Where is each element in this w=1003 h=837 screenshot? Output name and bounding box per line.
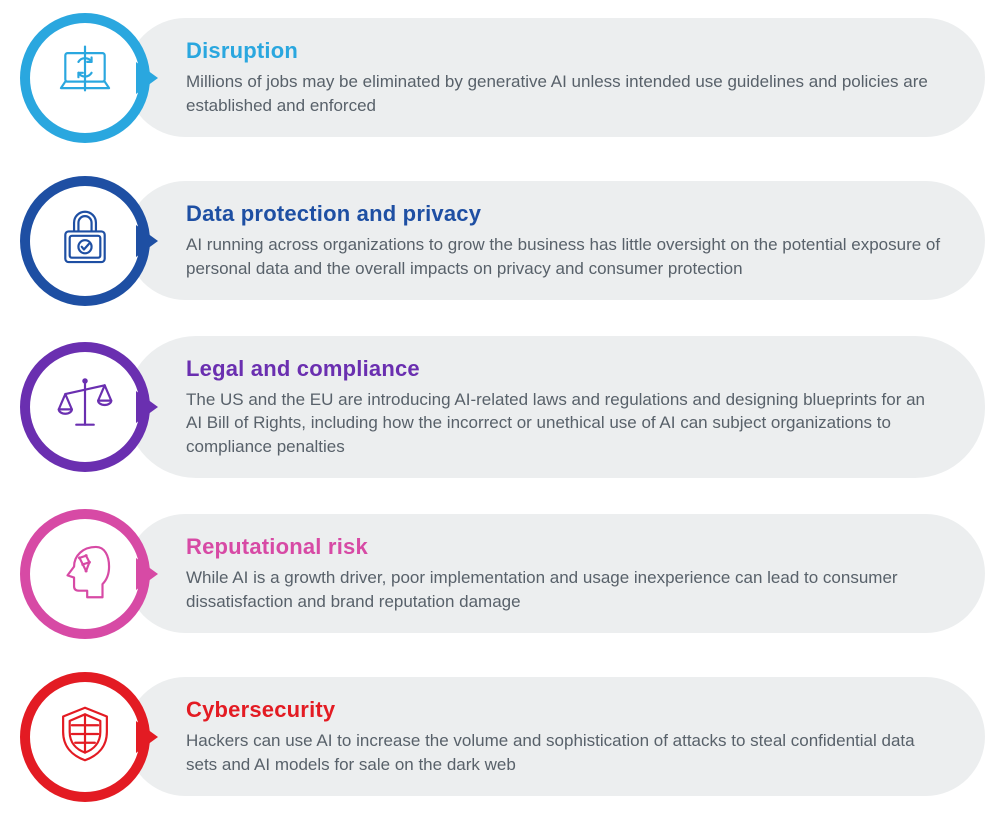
info-card: Reputational risk While AI is a growth d…: [126, 514, 985, 633]
pointer-icon: [136, 721, 158, 753]
shield-icon: [50, 699, 120, 774]
badge: [20, 176, 150, 306]
info-desc: Millions of jobs may be eliminated by ge…: [186, 70, 941, 117]
lock-check-icon: [50, 203, 120, 278]
badge: [20, 13, 150, 143]
info-row: Data protection and privacy AI running a…: [10, 173, 985, 308]
info-title: Legal and compliance: [186, 356, 941, 382]
badge-wrap: [10, 509, 160, 639]
info-desc: Hackers can use AI to increase the volum…: [186, 729, 941, 776]
info-title: Data protection and privacy: [186, 201, 941, 227]
info-title: Disruption: [186, 38, 941, 64]
info-card: Legal and compliance The US and the EU a…: [126, 336, 985, 478]
info-desc: The US and the EU are introducing AI-rel…: [186, 388, 941, 458]
pointer-icon: [136, 62, 158, 94]
info-card: Cybersecurity Hackers can use AI to incr…: [126, 677, 985, 796]
badge: [20, 509, 150, 639]
pointer-icon: [136, 391, 158, 423]
badge-wrap: [10, 176, 160, 306]
badge-wrap: [10, 672, 160, 802]
badge-wrap: [10, 13, 160, 143]
info-desc: While AI is a growth driver, poor implem…: [186, 566, 941, 613]
badge: [20, 672, 150, 802]
pointer-icon: [136, 225, 158, 257]
badge-wrap: [10, 342, 160, 472]
ai-head-icon: [50, 536, 120, 611]
info-card: Disruption Millions of jobs may be elimi…: [126, 18, 985, 137]
laptop-sync-icon: [50, 40, 120, 115]
info-row: Legal and compliance The US and the EU a…: [10, 336, 985, 478]
info-row: Cybersecurity Hackers can use AI to incr…: [10, 669, 985, 804]
info-title: Reputational risk: [186, 534, 941, 560]
info-title: Cybersecurity: [186, 697, 941, 723]
info-desc: AI running across organizations to grow …: [186, 233, 941, 280]
badge: [20, 342, 150, 472]
scales-icon: [50, 370, 120, 445]
info-row: Disruption Millions of jobs may be elimi…: [10, 10, 985, 145]
info-row: Reputational risk While AI is a growth d…: [10, 506, 985, 641]
pointer-icon: [136, 558, 158, 590]
info-card: Data protection and privacy AI running a…: [126, 181, 985, 300]
